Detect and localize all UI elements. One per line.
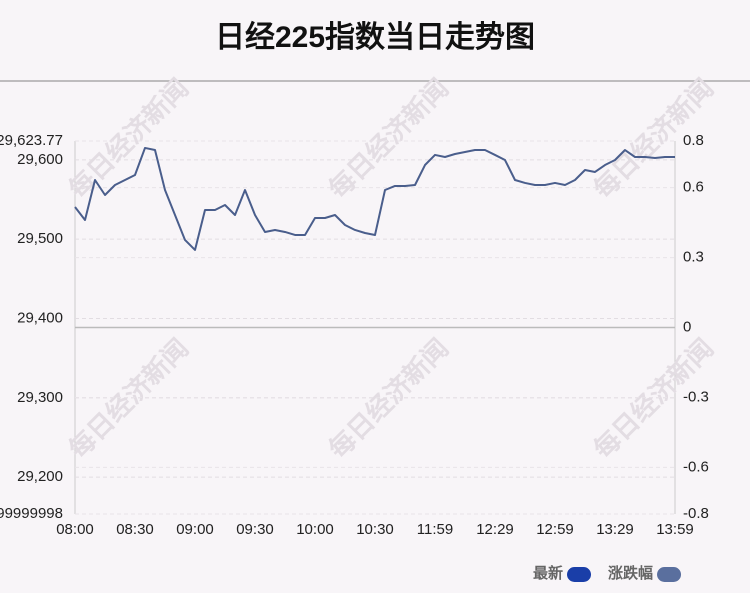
legend-label: 最新: [533, 564, 563, 582]
y-tick-label: 29,153.5499999998: [0, 505, 63, 522]
x-tick-label: 10:00: [296, 521, 334, 538]
y2-tick-label: 0.8: [683, 132, 704, 149]
x-tick-label: 11:59: [417, 521, 453, 538]
x-tick-label: 12:29: [476, 521, 514, 538]
y-tick-label: 29,600: [17, 151, 63, 168]
legend-swatch: [657, 567, 682, 582]
y-tick-label: 29,200: [17, 468, 63, 485]
x-tick-label: 09:30: [236, 521, 274, 538]
y-tick-label: 29,400: [17, 309, 63, 326]
x-tick-label: 10:30: [356, 521, 394, 538]
legend-label: 涨跌幅: [608, 564, 653, 582]
y2-tick-label: 0.3: [683, 249, 704, 266]
y-tick-label: 29,500: [17, 230, 63, 247]
price-line: [74, 146, 675, 251]
y-tick-label: 29,623.77: [0, 132, 63, 149]
x-tick-label: 08:00: [56, 521, 94, 538]
y-tick-label: 29,300: [17, 389, 63, 406]
y2-tick-label: -0.6: [683, 458, 709, 475]
legend-swatch: [567, 567, 592, 582]
y2-tick-label: 0: [683, 318, 691, 335]
x-tick-label: 13:59: [656, 521, 694, 538]
x-tick-label: 12:59: [536, 521, 574, 538]
y2-tick-label: -0.8: [683, 505, 709, 522]
x-tick-label: 09:00: [176, 521, 214, 538]
x-tick-label: 08:30: [116, 521, 154, 538]
x-tick-label: 13:29: [596, 521, 634, 538]
chart-title: 日经225指数当日走势图: [215, 20, 535, 54]
y2-tick-label: -0.3: [683, 388, 709, 405]
y2-tick-label: 0.6: [683, 179, 704, 196]
